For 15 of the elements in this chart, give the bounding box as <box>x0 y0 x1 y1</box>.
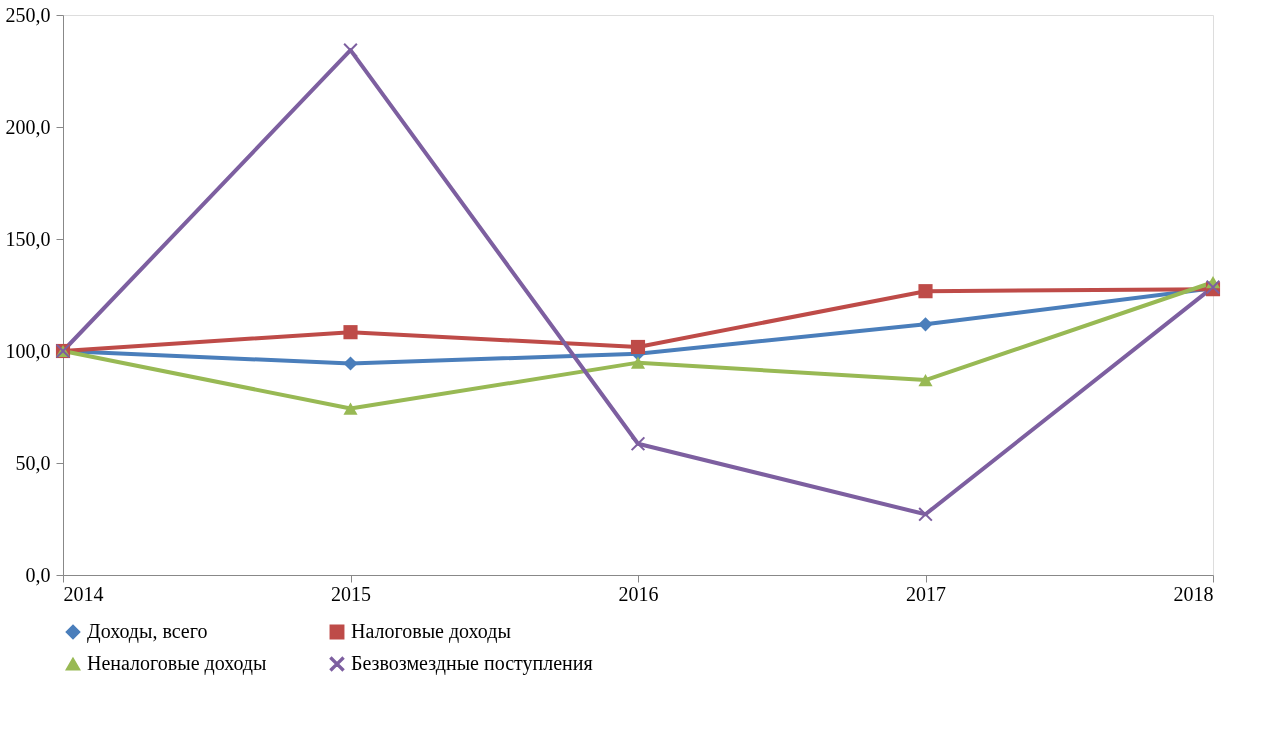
y-tick-label: 150,0 <box>5 227 51 250</box>
x-tick-label: 2015 <box>331 582 371 605</box>
y-tick-label: 250,0 <box>5 3 51 26</box>
legend-label: Неналоговые доходы <box>87 652 267 675</box>
y-tick-label: 200,0 <box>5 115 51 138</box>
y-tick-label: 0,0 <box>25 563 51 586</box>
legend-label: Доходы, всего <box>87 620 208 643</box>
legend-label: Безвозмездные поступления <box>351 652 593 675</box>
x-tick-label: 2018 <box>1173 582 1214 605</box>
x-tick-label: 2014 <box>63 582 104 605</box>
x-tick-label: 2017 <box>906 582 946 605</box>
x-tick-label: 2016 <box>618 582 659 605</box>
y-tick-label: 50,0 <box>15 451 51 474</box>
y-tick-label: 100,0 <box>5 339 51 362</box>
legend-label: Налоговые доходы <box>351 620 511 643</box>
